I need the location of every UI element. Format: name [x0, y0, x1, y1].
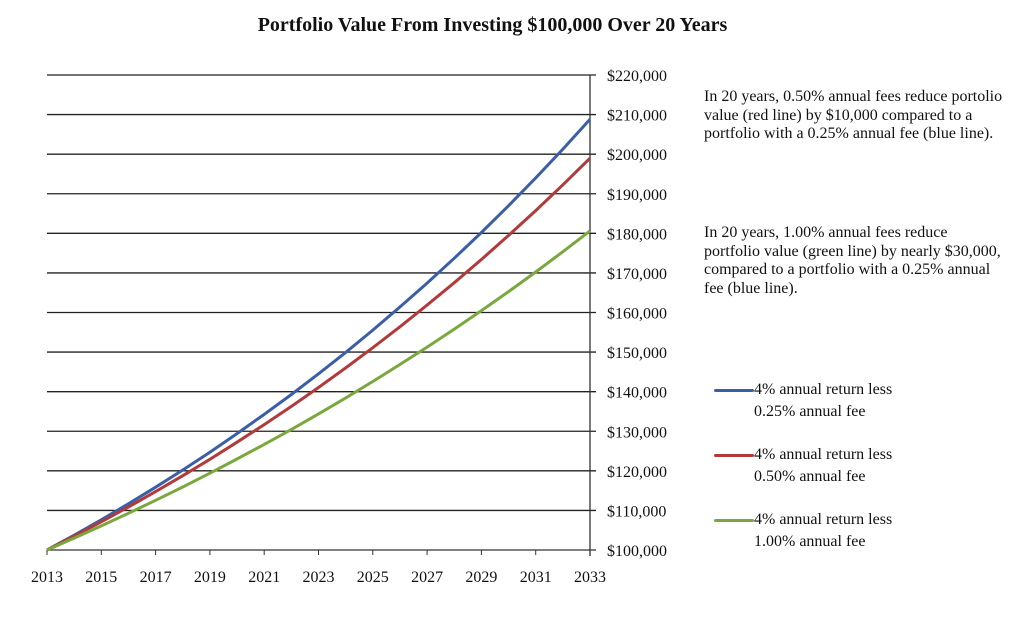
y-tick-label: $160,000: [607, 306, 667, 323]
legend-label: 4% annual return less: [754, 511, 893, 528]
y-tick-label: $100,000: [607, 543, 667, 560]
y-tick-label: $190,000: [607, 187, 667, 204]
y-tick-label: $180,000: [607, 226, 667, 243]
annotation-green-vs-blue: In 20 years, 1.00% annual fees reduce po…: [704, 224, 1001, 297]
legend-label: 4% annual return less: [754, 446, 893, 463]
y-tick-label: $220,000: [607, 68, 667, 85]
legend-item-green: 4% annual return less 1.00% annual fee: [714, 509, 892, 553]
x-tick-label: 2033: [574, 569, 606, 586]
x-tick-label: 2031: [520, 569, 552, 586]
series-line-blue: [46, 118, 592, 552]
x-tick-label: 2019: [194, 569, 226, 586]
legend-item-blue: 4% annual return less 0.25% annual fee: [714, 379, 892, 423]
chart-title: Portfolio Value From Investing $100,000 …: [257, 14, 728, 36]
annotation-red-vs-blue: In 20 years, 0.50% annual fees reduce po…: [704, 88, 1003, 142]
y-tick-label: $200,000: [607, 147, 667, 164]
legend-swatch-green: [714, 519, 754, 522]
legend-swatch-red: [714, 454, 754, 457]
legend-swatch-blue: [714, 389, 754, 392]
x-tick-label: 2025: [357, 569, 389, 586]
series-line-red: [46, 157, 592, 552]
legend-label: 0.25% annual fee: [754, 403, 866, 420]
y-tick-label: $150,000: [607, 345, 667, 362]
x-tick-label: 2015: [85, 569, 117, 586]
legend-label: 1.00% annual fee: [754, 533, 866, 550]
y-tick-label: $130,000: [607, 424, 667, 441]
y-tick-label: $170,000: [607, 266, 667, 283]
series-line-green: [46, 229, 591, 552]
y-tick-label: $120,000: [607, 464, 667, 481]
x-tick-label: 2023: [303, 569, 335, 586]
y-tick-label: $110,000: [607, 503, 666, 520]
y-tick-label: $210,000: [607, 108, 667, 125]
x-tick-label: 2029: [465, 569, 497, 586]
x-tick-label: 2027: [411, 569, 443, 586]
x-tick-label: 2013: [31, 569, 63, 586]
x-tick-label: 2017: [140, 569, 172, 586]
x-tick-label: 2021: [248, 569, 280, 586]
legend-label: 4% annual return less: [754, 381, 893, 398]
legend-item-red: 4% annual return less 0.50% annual fee: [714, 444, 892, 488]
y-tick-label: $140,000: [607, 385, 667, 402]
legend-label: 0.50% annual fee: [754, 468, 866, 485]
